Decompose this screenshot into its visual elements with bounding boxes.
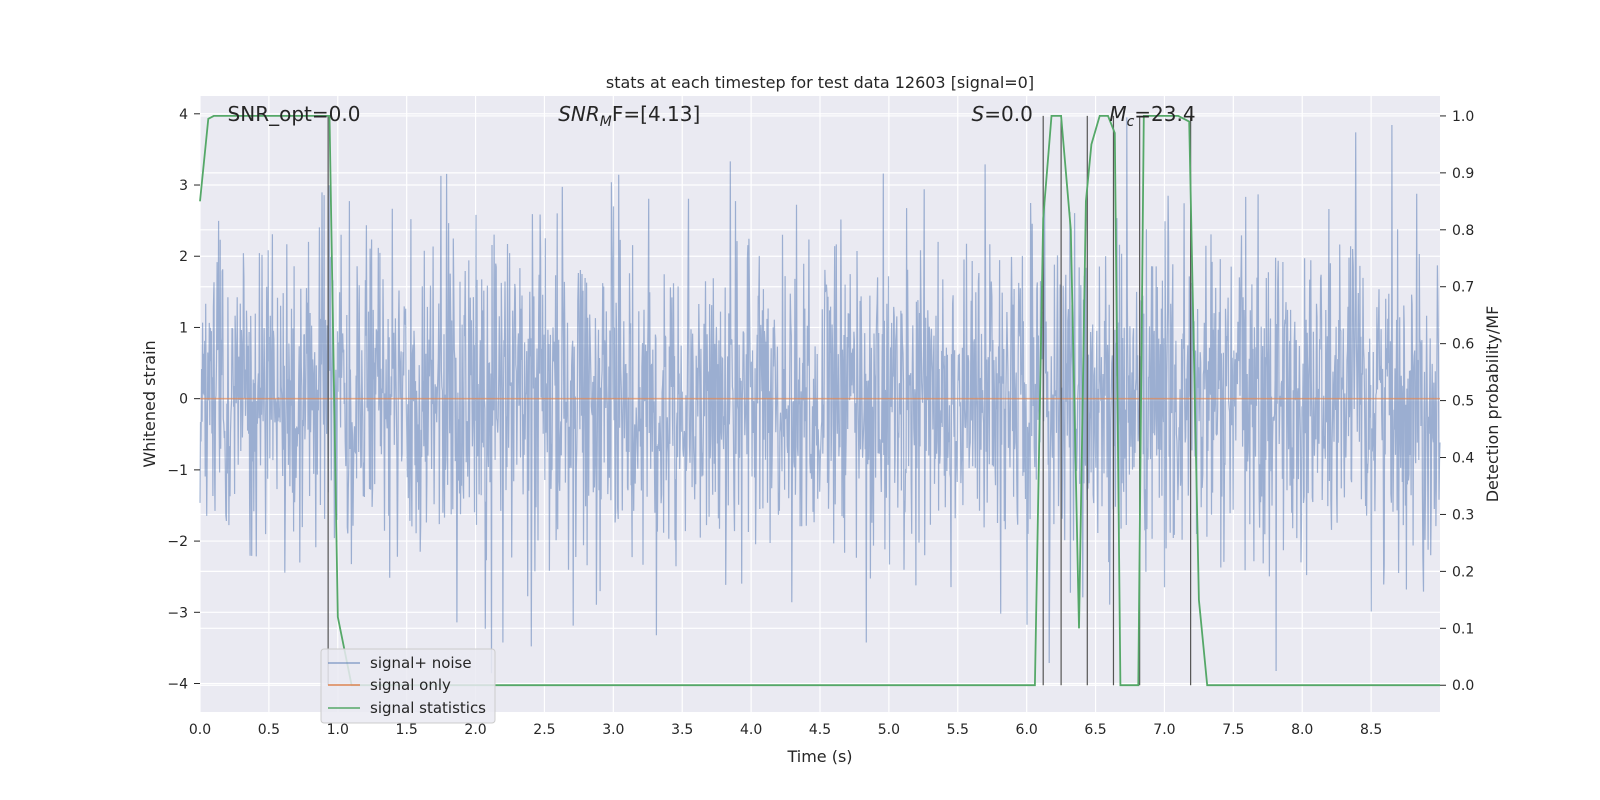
x-tick-label: 5.0 — [878, 722, 900, 738]
y-tick-label: 2 — [179, 249, 188, 265]
legend-label-noise: signal+ noise — [370, 654, 472, 672]
annotation: S=0.0 — [972, 102, 1033, 126]
y-axis-label: Whitened strain — [140, 340, 159, 467]
series-signal-statistics — [199, 115, 1440, 687]
y2-tick-label: 0.0 — [1452, 678, 1474, 694]
y2-tick-label: 1.0 — [1452, 109, 1474, 125]
noise-line — [199, 117, 1441, 674]
x-tick-label: 2.5 — [533, 722, 555, 738]
y2-tick-label: 0.9 — [1452, 166, 1474, 182]
y2-axis-label: Detection probability/MF — [1483, 306, 1502, 503]
y-tick-label: −1 — [167, 463, 188, 479]
x-tick-label: 0.0 — [189, 722, 211, 738]
annotation: SNR_opt=0.0 — [228, 102, 361, 126]
y-tick-label: 0 — [179, 392, 188, 408]
y2-tick-label: 0.2 — [1452, 564, 1474, 580]
x-tick-label: 6.0 — [1016, 722, 1038, 738]
x-tick-label: 3.0 — [602, 722, 624, 738]
y2-tick-label: 0.7 — [1452, 280, 1474, 296]
y2-tick-label: 0.5 — [1452, 394, 1474, 410]
x-tick-label: 4.5 — [809, 722, 831, 738]
y-axis-ticks: 4 3 2 1 0 −1 −2 −3 −4 — [167, 107, 200, 693]
annotations: SNR_opt=0.0 SNRMF=[4.13] S=0.0 Mc=23.4 — [228, 102, 1196, 130]
y-tick-label: 1 — [179, 320, 188, 336]
annotation: SNRMF=[4.13] — [558, 102, 700, 130]
x-tick-label: 1.5 — [396, 722, 418, 738]
statistics-line — [199, 115, 1440, 687]
y-tick-label: −2 — [167, 534, 188, 550]
x-tick-label: 7.0 — [1153, 722, 1175, 738]
x-tick-label: 7.5 — [1222, 722, 1244, 738]
x-tick-label: 3.5 — [671, 722, 693, 738]
legend-box — [320, 648, 496, 724]
y2-tick-label: 0.6 — [1452, 337, 1474, 353]
y2-tick-label: 0.8 — [1452, 223, 1474, 239]
y-tick-label: 3 — [179, 178, 188, 194]
y2-tick-label: 0.3 — [1452, 507, 1474, 523]
x-tick-label: 8.5 — [1360, 722, 1382, 738]
x-axis-ticks: 0.0 0.5 1.0 1.5 2.0 2.5 3.0 3.5 4.0 4.5 5.0 5.5 6.0 6… — [189, 722, 1382, 738]
y2-tick-label: 0.4 — [1452, 451, 1474, 467]
x-tick-label: 4.0 — [740, 722, 762, 738]
x-tick-label: 5.5 — [947, 722, 969, 738]
y-tick-label: −3 — [167, 605, 188, 621]
x-tick-label: 8.0 — [1291, 722, 1313, 738]
chart-title: stats at each timestep for test data 126… — [606, 73, 1034, 92]
annotation: Mc=23.4 — [1109, 102, 1195, 130]
legend-label-statistics: signal statistics — [370, 699, 486, 717]
vertical-lines — [327, 115, 1192, 686]
grid — [199, 96, 1440, 712]
y2-tick-label: 0.1 — [1452, 621, 1474, 637]
legend: signal+ noise signal only signal statist… — [320, 648, 496, 724]
y-tick-label: −4 — [167, 677, 188, 693]
y2-axis-ticks: 1.0 0.9 0.8 0.7 0.6 0.5 0.4 0.3 0.2 0.1 0.0 — [1440, 109, 1474, 694]
series-signal-noise — [199, 117, 1441, 674]
y-tick-label: 4 — [179, 107, 188, 123]
x-tick-label: 2.0 — [464, 722, 486, 738]
x-tick-label: 1.0 — [327, 722, 349, 738]
legend-label-signal-only: signal only — [370, 676, 451, 694]
x-axis-label: Time (s) — [786, 747, 852, 766]
x-tick-label: 6.5 — [1084, 722, 1106, 738]
x-tick-label: 0.5 — [258, 722, 280, 738]
